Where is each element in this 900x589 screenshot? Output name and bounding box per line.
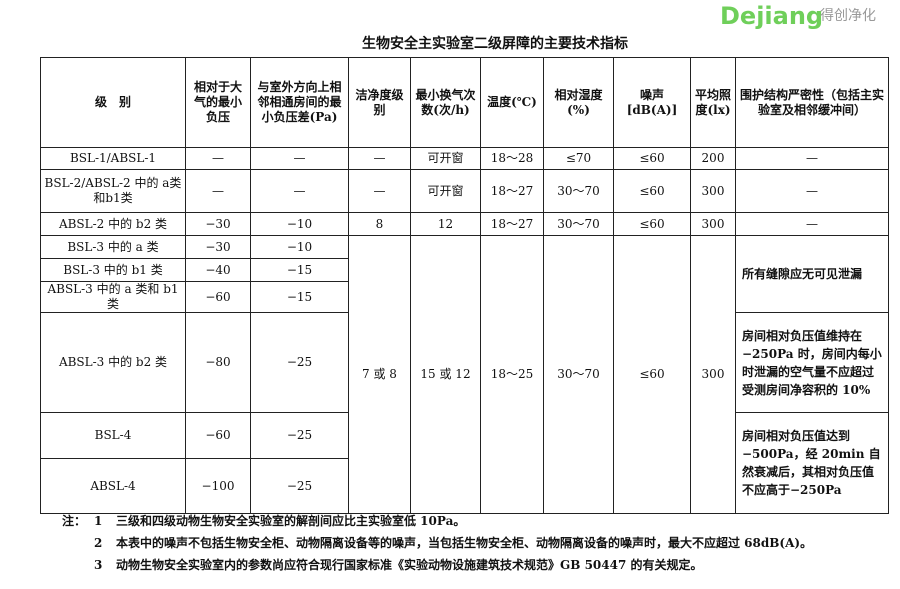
table-row: ABSL-3 中的 a 类和 b1 类 −60 −15 <box>40 281 889 313</box>
cell-level: ABSL-2 中的 b2 类 <box>40 212 186 236</box>
cell-rh: ≤70 <box>543 147 614 170</box>
cell-level: ABSL-4 <box>40 458 186 514</box>
header-rh: 相对湿度(%) <box>543 57 614 148</box>
cell-tight-b: 房间相对负压值维持在−250Pa 时，房间内每小时泄漏的空气量不应超过受测房间净… <box>735 312 889 413</box>
cell-temp-merged: 18～25 <box>480 235 544 514</box>
cell-atm: −100 <box>185 458 251 514</box>
cell-rh: 30～70 <box>543 169 614 213</box>
cell-clean: — <box>348 169 411 213</box>
cell-noise: ≤60 <box>613 147 691 170</box>
note-number: 2 <box>94 536 103 550</box>
cell-tight-c: 房间相对负压值达到−500Pa，经 20min 自然衰减后，其相对负压值不应高于… <box>735 412 889 514</box>
table-title: 生物安全主实验室二级屏障的主要技术指标 <box>362 36 628 52</box>
cell-temp: 18～27 <box>480 212 544 236</box>
cell-level: BSL-3 中的 b1 类 <box>40 258 186 282</box>
header-ach: 最小换气次数(次/h) <box>410 57 481 148</box>
note-number: 1 <box>94 514 103 528</box>
cell-atm: — <box>185 147 251 170</box>
table-row: BSL-3 中的 b1 类 −40 −15 <box>40 258 889 282</box>
note-item: 2 本表中的噪声不包括生物安全柜、动物隔离设备等的噪声，当包括生物安全柜、动物隔离… <box>62 532 892 554</box>
cell-level: BSL-3 中的 a 类 <box>40 235 186 259</box>
header-clean: 洁净度级别 <box>348 57 411 148</box>
cell-clean: 8 <box>348 212 411 236</box>
header-adj: 与室外方向上相邻相通房间的最小负压差(Pa) <box>250 57 349 148</box>
note-text: 本表中的噪声不包括生物安全柜、动物隔离设备等的噪声，当包括生物安全柜、动物隔离设… <box>116 536 813 550</box>
cell-ach: 可开窗 <box>410 169 481 213</box>
table-row: ABSL-3 中的 b2 类 −80 −25 房间相对负压值维持在−250Pa 时，… <box>40 312 889 413</box>
notes-label: 注： <box>62 514 87 528</box>
cell-adj: −15 <box>250 258 349 282</box>
cell-atm: −30 <box>185 235 251 259</box>
notes: 注： 1 三级和四级动物生物安全实验室的解剖间应比主实验室低 10Pa。 2 本表中的… <box>62 510 892 576</box>
cell-level: BSL-4 <box>40 412 186 459</box>
table-row: ABSL-2 中的 b2 类 −30 −10 8 12 18～27 30～70 ≤60 300— <box>40 212 889 236</box>
cell-level: BSL-2/ABSL-2 中的 a类和b1类 <box>40 169 186 213</box>
cell-ach-merged: 15 或 12 <box>410 235 481 514</box>
cell-noise: ≤60 <box>613 169 691 213</box>
cell-level: ABSL-3 中的 a 类和 b1 类 <box>40 281 186 313</box>
table-row: BSL-4 −60 −25 房间相对负压值达到−500Pa，经 20min 自然衰减… <box>40 412 889 514</box>
header-tight: 围护结构严密性（包括主实验室及相邻缓冲间） <box>735 57 889 148</box>
cell-atm: −30 <box>185 212 251 236</box>
cell-ach: 可开窗 <box>410 147 481 170</box>
note-number: 3 <box>94 558 103 572</box>
cell-lux: 200 <box>690 147 736 170</box>
spec-table: 级 别 相对于大气的最小负压 与室外方向上相邻相通房间的最小负压差(Pa) 洁净… <box>40 57 889 514</box>
header-atm: 相对于大气的最小负压 <box>185 57 251 148</box>
cell-temp: 18～27 <box>480 169 544 213</box>
cell-level: ABSL-3 中的 b2 类 <box>40 312 186 413</box>
cell-adj: — <box>250 147 349 170</box>
table-row: BSL-2/ABSL-2 中的 a类和b1类 — — — 可开窗 18～27 30～70 ≤6… <box>40 169 889 213</box>
cell-adj: −10 <box>250 235 349 259</box>
cell-clean: — <box>348 147 411 170</box>
header-lux: 平均照度(lx) <box>690 57 736 148</box>
watermark-subtitle: 得创净化 <box>820 8 876 24</box>
cell-temp: 18～28 <box>480 147 544 170</box>
table-row: BSL-1/ABSL-1— — — 可开窗 18～28 ≤70 ≤60 200— <box>40 147 889 170</box>
cell-lux: 300 <box>690 212 736 236</box>
watermark-logo: Dejiang <box>720 2 824 30</box>
cell-adj: — <box>250 169 349 213</box>
cell-rh-merged: 30～70 <box>543 235 614 514</box>
cell-atm: −40 <box>185 258 251 282</box>
cell-clean-merged: 7 或 8 <box>348 235 411 514</box>
cell-atm: −60 <box>185 281 251 313</box>
cell-tight-a: 所有缝隙应无可见泄漏 <box>735 235 889 313</box>
cell-adj: −10 <box>250 212 349 236</box>
header-row: 级 别 相对于大气的最小负压 与室外方向上相邻相通房间的最小负压差(Pa) 洁净… <box>40 57 889 148</box>
cell-noise: ≤60 <box>613 212 691 236</box>
cell-atm: — <box>185 169 251 213</box>
table-row: BSL-3 中的 a 类 −30 −10 7 或 8 15 或 12 18～25 3… <box>40 235 889 514</box>
cell-adj: −15 <box>250 281 349 313</box>
header-temp: 温度(℃) <box>480 57 544 148</box>
cell-atm: −80 <box>185 312 251 413</box>
note-item: 3 动物生物安全实验室内的参数尚应符合现行国家标准《实验动物设施建筑技术规范》GB… <box>62 554 892 576</box>
cell-atm: −60 <box>185 412 251 459</box>
cell-lux-merged: 300 <box>690 235 736 514</box>
cell-tight: — <box>735 212 889 236</box>
cell-tight: — <box>735 147 889 170</box>
cell-adj: −25 <box>250 412 349 459</box>
cell-adj: −25 <box>250 458 349 514</box>
table-row: ABSL-4 −100 −25 <box>40 458 889 514</box>
note-text: 动物生物安全实验室内的参数尚应符合现行国家标准《实验动物设施建筑技术规范》GB … <box>116 558 703 572</box>
note-text: 三级和四级动物生物安全实验室的解剖间应比主实验室低 10Pa。 <box>116 514 466 528</box>
cell-lux: 300 <box>690 169 736 213</box>
note-item: 注： 1 三级和四级动物生物安全实验室的解剖间应比主实验室低 10Pa。 <box>62 510 892 532</box>
cell-adj: −25 <box>250 312 349 413</box>
cell-tight: — <box>735 169 889 213</box>
cell-level: BSL-1/ABSL-1 <box>40 147 186 170</box>
cell-noise-merged: ≤60 <box>613 235 691 514</box>
cell-rh: 30～70 <box>543 212 614 236</box>
header-noise: 噪声[dB(A)] <box>613 57 691 148</box>
header-level: 级 别 <box>40 57 186 148</box>
cell-ach: 12 <box>410 212 481 236</box>
